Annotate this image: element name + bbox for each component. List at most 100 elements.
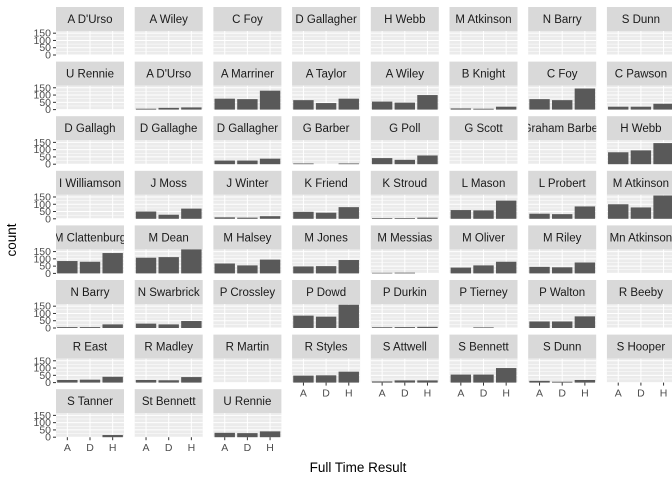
bar-A	[450, 374, 472, 383]
facet-panel: M Atkinson	[606, 170, 672, 220]
x-tick-label: D	[244, 442, 252, 454]
bar-A	[371, 218, 393, 219]
y-tick-label: 150	[33, 82, 51, 94]
bar-A	[450, 210, 472, 219]
bar-D	[237, 433, 258, 438]
facet-strip	[449, 334, 518, 359]
bar-H	[338, 98, 359, 110]
facet-strip	[528, 7, 597, 31]
facet-label: L Probert	[539, 178, 587, 190]
facet-strip	[213, 116, 282, 141]
facet-strip	[56, 280, 124, 304]
bar-A	[608, 106, 629, 110]
bar-A	[529, 266, 550, 274]
facet-strip	[606, 334, 672, 359]
x-tick-label: A	[457, 388, 464, 400]
facet-label: H Webb	[384, 14, 425, 26]
facet-label: U Rennie	[223, 396, 271, 408]
x-tick-label: H	[266, 442, 274, 454]
x-tick-label: H	[345, 388, 353, 400]
facet-strip	[449, 280, 518, 304]
x-tick-label: A	[221, 442, 228, 454]
bar-H	[495, 368, 517, 383]
facet-panel: P Tierney	[449, 280, 518, 329]
facet-strip	[449, 61, 518, 86]
facet-strip	[606, 116, 672, 141]
facet-strip	[213, 334, 282, 359]
facet-strip	[370, 170, 439, 195]
bar-H	[259, 158, 281, 165]
bar-A	[135, 379, 157, 383]
facet-label: B Knight	[462, 69, 506, 81]
y-tick-label: 50	[39, 261, 51, 273]
bar-D	[394, 272, 415, 274]
facet-label: M Atkinson	[613, 178, 669, 190]
bar-D	[158, 324, 179, 328]
bar-D	[630, 150, 652, 165]
facet-strip	[292, 280, 361, 304]
facet-strip	[292, 116, 361, 141]
y-tick-label: 100	[33, 35, 51, 47]
bar-D	[394, 380, 415, 383]
bar-H	[259, 216, 281, 219]
facet-label: A D'Urso	[146, 69, 191, 81]
facet-label: J Moss	[150, 178, 187, 190]
facet-label: A Wiley	[386, 69, 425, 81]
facet-panel: J Winter	[213, 170, 282, 220]
x-tick-label: D	[165, 442, 173, 454]
bar-D	[315, 266, 337, 274]
x-tick-label: D	[558, 388, 566, 400]
facet-label: M Messias	[377, 232, 432, 244]
bar-A	[214, 217, 235, 219]
facet-panel: S Attwell A D H	[370, 334, 439, 400]
bar-A	[371, 158, 393, 165]
facet-panel: St Bennett A D H	[134, 389, 203, 454]
facet-strip	[528, 280, 597, 304]
facet-strip	[528, 116, 597, 141]
x-tick-label: D	[86, 442, 94, 454]
facet-panel: A Marriner	[213, 61, 282, 111]
bar-A	[57, 327, 78, 328]
facet-panel: P Walton	[528, 280, 597, 329]
bar-A	[214, 432, 235, 438]
bar-D	[473, 327, 494, 328]
bar-H	[102, 435, 123, 438]
facet-label: M Clattenburg	[54, 232, 126, 244]
facet-label: P Dowd	[306, 287, 346, 299]
bar-H	[417, 95, 438, 110]
bar-A	[293, 375, 314, 383]
facet-strip	[606, 225, 672, 250]
y-tick-label: 0	[45, 104, 51, 116]
facet-label: R Madley	[144, 342, 193, 354]
bar-H	[181, 208, 202, 219]
facet-panel: A Wiley	[134, 7, 203, 56]
facet-panel: S Dunn A D H	[528, 334, 597, 400]
facet-strip	[56, 116, 124, 141]
y-tick-label: 0	[45, 377, 51, 389]
facet-panel: G Scott	[449, 116, 518, 165]
bar-D	[79, 261, 101, 274]
x-tick-label: H	[188, 442, 196, 454]
facet-strip	[213, 389, 282, 414]
facet-panel: G Poll	[370, 116, 439, 165]
x-tick-label: A	[536, 388, 543, 400]
facet-panel: R Styles A D H	[292, 334, 361, 400]
bar-A	[371, 101, 393, 110]
bar-D	[394, 327, 415, 328]
bar-A	[529, 380, 550, 383]
y-tick-label: 100	[33, 144, 51, 156]
bar-A	[529, 99, 550, 110]
x-tick-label: H	[660, 388, 668, 400]
y-tick-label: 150	[33, 137, 51, 149]
facet-strip	[213, 280, 282, 304]
facet-label: S Dunn	[622, 14, 660, 26]
facet-panel: M Riley	[528, 225, 597, 274]
bar-H	[653, 195, 672, 219]
